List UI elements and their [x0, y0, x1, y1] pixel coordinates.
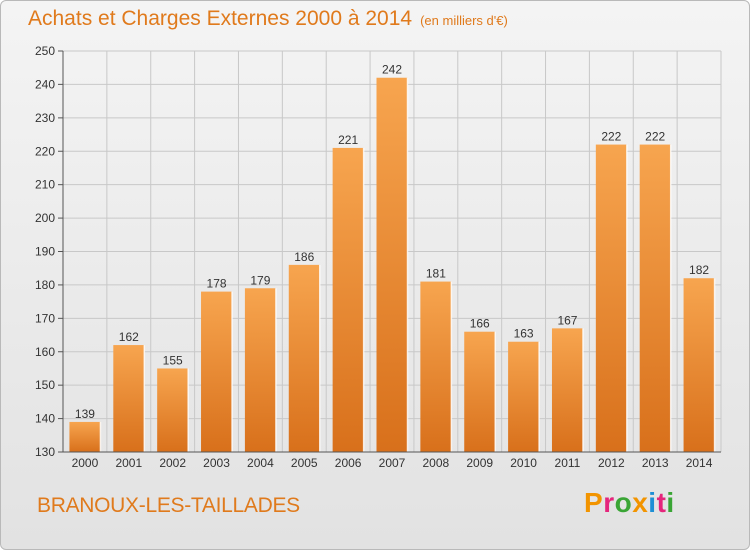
y-tick-label: 180: [35, 278, 55, 292]
data-label: 162: [119, 330, 139, 344]
axes: [58, 50, 721, 453]
data-label: 242: [382, 63, 402, 77]
bar: [113, 345, 145, 452]
bar: [639, 144, 671, 453]
logo-letter: t: [656, 487, 667, 518]
data-label: 186: [294, 250, 314, 264]
x-tick-label: 2002: [159, 456, 186, 470]
y-tick-label: 250: [35, 44, 55, 58]
data-label: 222: [645, 130, 665, 144]
bar: [420, 281, 452, 452]
bar: [244, 288, 276, 452]
bar: [683, 278, 715, 452]
data-label: 182: [689, 263, 709, 277]
y-tick-label: 240: [35, 77, 55, 91]
data-label: 163: [514, 327, 534, 341]
data-label: 179: [250, 273, 270, 287]
chart-subtitle: (en milliers d'€): [420, 13, 508, 28]
bars: [69, 77, 716, 453]
data-label: 167: [557, 313, 577, 327]
bar: [288, 264, 320, 452]
y-tick-label: 160: [35, 345, 55, 359]
x-tick-label: 2001: [115, 456, 142, 470]
y-tick-label: 200: [35, 211, 55, 225]
x-tick-label: 2012: [598, 456, 625, 470]
x-tick-label: 2009: [466, 456, 493, 470]
bar: [157, 368, 189, 452]
y-tick-label: 150: [35, 378, 55, 392]
proxiti-logo: Proxiti: [584, 487, 675, 519]
bar: [201, 291, 233, 452]
commune-name: BRANOUX-LES-TAILLADES: [37, 494, 300, 517]
x-tick-label: 2006: [335, 456, 362, 470]
data-label: 181: [426, 267, 446, 281]
x-tick-label: 2007: [379, 456, 406, 470]
x-tick-label: 2013: [642, 456, 669, 470]
x-tick-label: 2008: [423, 456, 450, 470]
x-tick-label: 2014: [686, 456, 713, 470]
data-label: 155: [163, 353, 183, 367]
y-tick-label: 220: [35, 144, 55, 158]
data-label: 221: [338, 133, 358, 147]
y-tick-label: 170: [35, 311, 55, 325]
bar: [376, 77, 408, 452]
logo-letter: i: [666, 487, 675, 518]
bar: [551, 328, 583, 452]
x-tick-label: 2003: [203, 456, 230, 470]
logo-letter: o: [614, 487, 633, 518]
x-tick-label: 2004: [247, 456, 274, 470]
labels: 130 140 150 160 170 180 190 200 210 220 230 240 250 1…: [35, 44, 713, 470]
data-label: 222: [601, 130, 621, 144]
logo-letter: r: [603, 487, 615, 518]
data-label: 166: [470, 317, 490, 331]
y-tick-label: 190: [35, 245, 55, 259]
y-tick-label: 140: [35, 412, 55, 426]
y-tick-label: 210: [35, 178, 55, 192]
logo-letter: P: [584, 487, 604, 518]
chart-title: Achats et Charges Externes 2000 à 2014 (e…: [28, 7, 508, 30]
bar: [508, 341, 540, 452]
x-tick-label: 2005: [291, 456, 318, 470]
x-tick-label: 2010: [510, 456, 537, 470]
bar: [332, 147, 364, 453]
y-tick-label: 130: [35, 445, 55, 459]
logo-letter: x: [632, 487, 649, 518]
logo-letter: i: [648, 487, 657, 518]
data-label: 139: [75, 407, 95, 421]
x-tick-label: 2000: [72, 456, 99, 470]
bar: [69, 421, 101, 452]
bar: [464, 331, 496, 452]
x-tick-label: 2011: [555, 456, 581, 470]
bar: [595, 144, 627, 453]
data-label: 178: [207, 277, 227, 291]
y-tick-label: 230: [35, 111, 55, 125]
